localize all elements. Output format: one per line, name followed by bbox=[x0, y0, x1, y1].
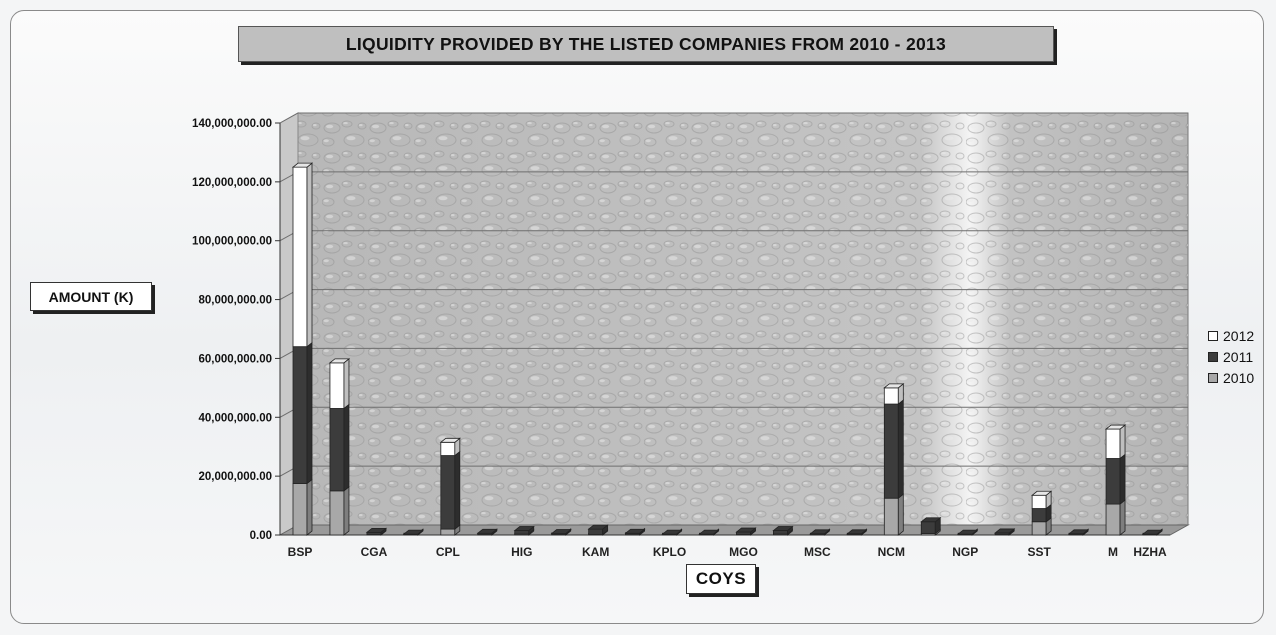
x-tick-label: NGP bbox=[952, 545, 978, 559]
bar-2011 bbox=[440, 455, 456, 530]
legend-item-2010: 2010 bbox=[1208, 367, 1276, 388]
bar-top bbox=[809, 529, 831, 535]
bar-top bbox=[920, 517, 942, 523]
bar-2012 bbox=[883, 387, 899, 405]
bar-2010 bbox=[292, 483, 308, 536]
bar-top bbox=[883, 383, 905, 389]
x-tick-label: M bbox=[1108, 545, 1118, 559]
x-tick-label: HZHA bbox=[1133, 545, 1167, 559]
chart-legend: 2012 2011 2010 bbox=[1208, 325, 1276, 388]
bar-2011 bbox=[1105, 458, 1121, 505]
x-tick-label: CPL bbox=[436, 545, 460, 559]
bar-2010 bbox=[440, 528, 456, 536]
bar-2012 bbox=[329, 362, 345, 409]
legend-swatch-2011 bbox=[1208, 351, 1218, 362]
bar-top bbox=[624, 528, 646, 534]
bar-2011 bbox=[883, 403, 899, 499]
x-tick-label: NCM bbox=[878, 545, 905, 559]
bar-2011-side bbox=[454, 450, 461, 530]
x-tick-label: KAM bbox=[582, 545, 609, 559]
x-tick-label: MSC bbox=[804, 545, 831, 559]
legend-item-2011: 2011 bbox=[1208, 346, 1276, 367]
x-tick-label: CGA bbox=[361, 545, 388, 559]
bar-top bbox=[587, 524, 609, 530]
bar-2010 bbox=[1031, 521, 1047, 536]
y-tick-label: 140,000,000.00 bbox=[192, 118, 272, 130]
bar-2011-side bbox=[1119, 453, 1126, 505]
bar-2012 bbox=[440, 441, 456, 456]
bar-2011 bbox=[920, 521, 936, 534]
bar-top bbox=[439, 437, 461, 443]
bar-top bbox=[1104, 424, 1127, 430]
bar-2011 bbox=[773, 530, 788, 535]
legend-label-2011: 2011 bbox=[1223, 348, 1254, 365]
bar-2011 bbox=[588, 528, 604, 535]
bar-2010 bbox=[1105, 503, 1121, 536]
chart-title: LIQUIDITY PROVIDED BY THE LISTED COMPANI… bbox=[238, 26, 1054, 62]
bar-2012-side bbox=[306, 162, 313, 348]
legend-label-2010: 2010 bbox=[1223, 369, 1255, 386]
bar-top bbox=[846, 529, 868, 535]
y-tick-label: 100,000,000.00 bbox=[192, 236, 272, 248]
y-tick-label: 80,000,000.00 bbox=[198, 295, 272, 307]
gridline bbox=[279, 112, 1188, 124]
bar-top bbox=[698, 529, 720, 535]
bar-top bbox=[476, 528, 498, 534]
legend-swatch-2012 bbox=[1208, 330, 1218, 341]
bar-top bbox=[1067, 529, 1090, 535]
bar-2012 bbox=[1031, 494, 1047, 509]
bar-2010-side bbox=[1119, 499, 1126, 536]
bar-top bbox=[994, 528, 1016, 534]
bar-2012-side bbox=[343, 358, 350, 410]
x-tick-label: SST bbox=[1027, 545, 1051, 559]
bar-top bbox=[772, 526, 794, 531]
y-tick-label: 40,000,000.00 bbox=[198, 412, 272, 424]
chart-wall-texture bbox=[298, 113, 1188, 525]
bar-2011 bbox=[329, 408, 345, 492]
bar-2010-side bbox=[306, 478, 313, 536]
bar-2010 bbox=[329, 490, 345, 536]
bar-2012-side bbox=[1119, 424, 1126, 460]
x-tick-label: HIG bbox=[511, 545, 532, 559]
bar-top bbox=[550, 529, 572, 534]
y-axis-label: AMOUNT (K) bbox=[30, 282, 152, 311]
bar-2012 bbox=[292, 166, 308, 348]
bar-2010 bbox=[883, 497, 899, 536]
bar-top bbox=[1030, 490, 1053, 496]
bar-2010-side bbox=[343, 486, 350, 536]
bar-2011 bbox=[292, 346, 308, 484]
x-tick-label: KPLO bbox=[653, 545, 686, 559]
bar-2010-side bbox=[897, 493, 904, 536]
legend-swatch-2010 bbox=[1208, 372, 1218, 383]
bar-top bbox=[402, 529, 425, 535]
bar-top bbox=[957, 529, 979, 535]
bar-2012 bbox=[1105, 428, 1121, 459]
y-tick-label: 120,000,000.00 bbox=[192, 177, 272, 189]
bar-2011 bbox=[514, 530, 530, 535]
bar-top bbox=[328, 358, 351, 364]
y-tick-label: 0.00 bbox=[250, 530, 272, 542]
bar-2011-side bbox=[343, 403, 350, 492]
x-tick-label: BSP bbox=[288, 545, 313, 559]
x-tick-label: MGO bbox=[729, 545, 758, 559]
x-axis-label: COYS bbox=[686, 564, 756, 594]
y-tick-label: 20,000,000.00 bbox=[198, 471, 272, 483]
bar-2011-side bbox=[897, 399, 904, 500]
bar-2011 bbox=[1031, 508, 1047, 523]
bar-top bbox=[513, 526, 535, 531]
bar-top bbox=[291, 162, 314, 168]
bar-top bbox=[735, 527, 757, 533]
bar-top bbox=[365, 527, 388, 533]
y-tick-label: 60,000,000.00 bbox=[198, 353, 272, 365]
legend-item-2012: 2012 bbox=[1208, 325, 1276, 346]
bar-2011-side bbox=[306, 341, 313, 485]
legend-label-2012: 2012 bbox=[1223, 327, 1255, 344]
bar-top bbox=[1141, 529, 1164, 535]
bar-top bbox=[661, 529, 683, 535]
